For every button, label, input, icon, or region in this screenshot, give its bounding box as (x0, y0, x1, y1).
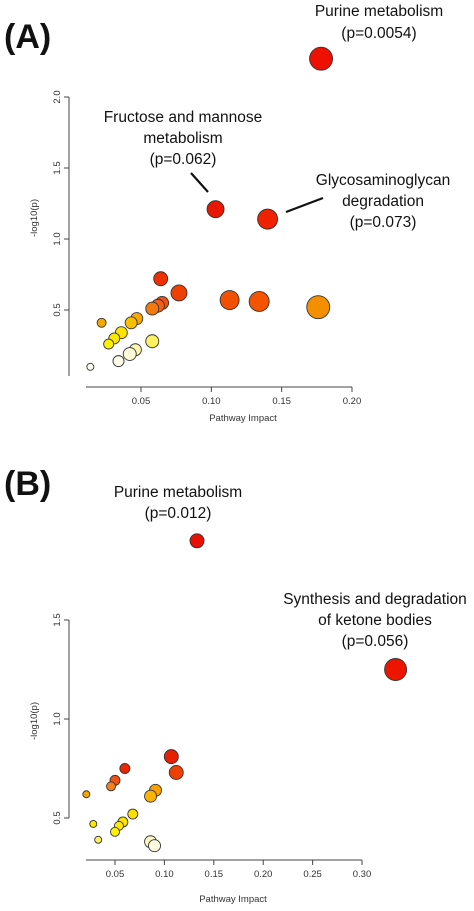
data-point (163, 749, 179, 765)
data-point (112, 355, 125, 368)
x-tick-label: 0.20 (343, 396, 362, 407)
x-tick-label: 0.15 (272, 396, 291, 407)
annotation-glycosaminoglycan: Glycosaminoglycan degradation (p=0.073) (285, 172, 450, 231)
annotation-line: (p=0.056) (342, 633, 409, 650)
data-points (86, 46, 334, 371)
annotation-line: Synthesis and degradation (283, 591, 467, 608)
leader-line (285, 196, 324, 214)
annotation-line: Purine metabolism (315, 3, 443, 20)
data-point (103, 338, 115, 350)
data-point (170, 284, 188, 302)
data-points (82, 533, 408, 853)
annotation-purine: Purine metabolism (p=0.012) (114, 484, 242, 522)
data-point (127, 808, 139, 820)
data-point (219, 290, 240, 311)
annotation-line: degradation (342, 193, 424, 210)
data-point (189, 533, 205, 549)
data-point (82, 790, 91, 799)
annotation-ketone: Synthesis and degradation of ketone bodi… (283, 591, 467, 650)
x-tick-label: 0.20 (254, 869, 273, 880)
data-point (309, 46, 334, 71)
x-tick-label: 0.10 (202, 396, 221, 407)
x-tick-label: 0.25 (303, 869, 322, 880)
annotation-line: (p=0.073) (350, 214, 417, 231)
y-ticks: 0.5 1.0 1.5 (52, 613, 69, 825)
annotation-line: Purine metabolism (114, 484, 242, 501)
x-tick-label: 0.10 (155, 869, 174, 880)
y-tick-label: 1.5 (52, 161, 63, 174)
annotation-line: of ketone bodies (318, 612, 432, 629)
x-axis-title: Pathway Impact (199, 894, 267, 905)
annotation-line: metabolism (143, 130, 222, 147)
data-point (153, 271, 169, 287)
data-point (89, 819, 98, 828)
annotation-line: (p=0.0054) (341, 25, 416, 42)
data-point (94, 835, 103, 844)
y-ticks: 0.5 1.0 1.5 2.0 (52, 90, 69, 317)
y-axis-title: -log10(p) (29, 199, 40, 237)
y-tick-label: 1.5 (52, 613, 63, 626)
x-ticks: 0.05 0.10 0.15 0.20 0.25 0.30 (106, 860, 372, 880)
annotation-line: (p=0.012) (145, 505, 212, 522)
data-point (257, 208, 279, 230)
annotation-purine: Purine metabolism (p=0.0054) (315, 3, 443, 42)
data-point (86, 362, 95, 371)
data-point (168, 765, 184, 780)
panel-b: (B) 0.05 0.10 0.15 0.20 0.25 0.30 0.5 1.0 1.5 P… (4, 465, 467, 905)
data-point (206, 200, 225, 219)
data-point (248, 291, 270, 312)
x-tick-label: 0.05 (106, 869, 125, 880)
annotation-line: (p=0.062) (150, 151, 217, 168)
annotation-line: Fructose and mannose (104, 109, 263, 126)
y-tick-label: 0.5 (52, 303, 63, 316)
y-tick-label: 2.0 (52, 90, 63, 103)
data-point (306, 295, 331, 320)
data-point (145, 301, 160, 316)
data-point (110, 826, 120, 837)
x-axis-title: Pathway Impact (209, 413, 277, 424)
leader-line (190, 172, 209, 193)
annotation-fructose: Fructose and mannose metabolism (p=0.062… (104, 109, 263, 193)
data-point (144, 789, 158, 803)
y-tick-label: 1.0 (52, 232, 63, 245)
data-point (106, 781, 116, 792)
x-tick-label: 0.05 (132, 396, 151, 407)
x-tick-label: 0.30 (353, 869, 372, 880)
panel-label: (A) (4, 18, 51, 56)
data-point (122, 347, 137, 361)
y-tick-label: 0.5 (52, 811, 63, 824)
data-point (145, 334, 160, 349)
data-point (148, 839, 161, 853)
panel-a: (A) 0.05 0.10 0.15 0.20 0.5 1.0 1.5 2.0 Pathwa… (4, 3, 450, 424)
panel-label: (B) (4, 465, 51, 503)
y-axis-title: -log10(p) (29, 702, 40, 740)
x-ticks: 0.05 0.10 0.15 0.20 (132, 387, 362, 407)
y-tick-label: 1.0 (52, 712, 63, 725)
annotation-line: Glycosaminoglycan (316, 172, 450, 189)
data-point (96, 317, 107, 328)
data-point (384, 658, 408, 681)
x-tick-label: 0.15 (205, 869, 224, 880)
data-point (124, 316, 138, 330)
data-point (119, 763, 131, 774)
